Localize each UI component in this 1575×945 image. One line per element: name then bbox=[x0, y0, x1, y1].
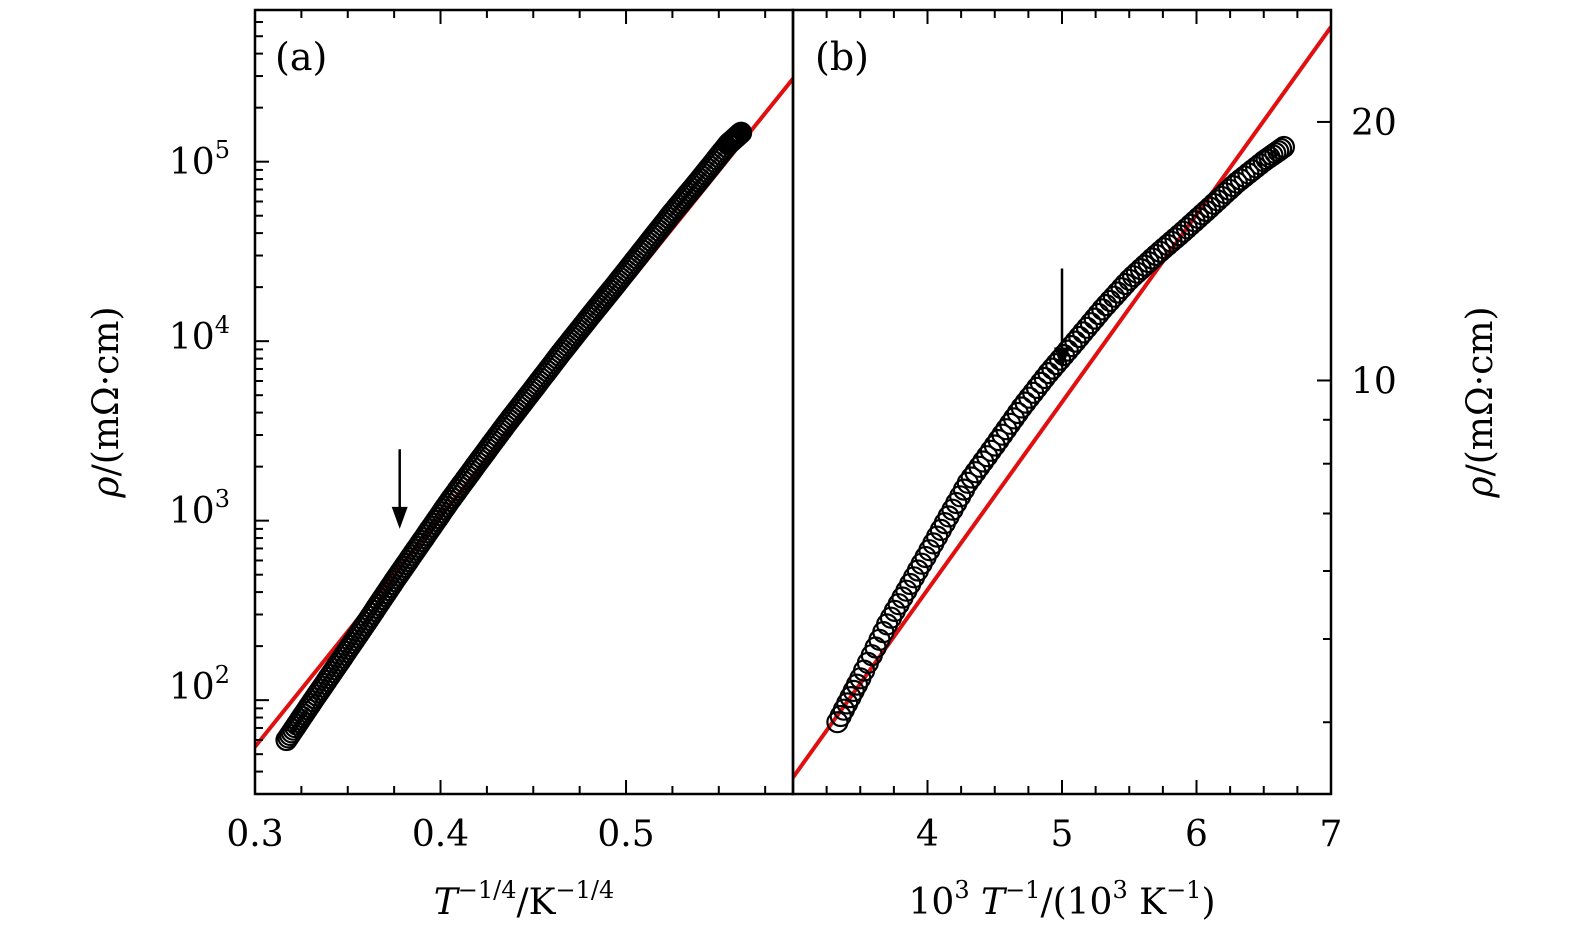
panel-b-x-axis-title: 103 T−1/(103 K−1) bbox=[909, 876, 1216, 923]
panel-b-fit-line-layer bbox=[793, 25, 1331, 779]
fit-line bbox=[793, 25, 1331, 779]
y-tick-label-a-100000: 105 bbox=[169, 136, 230, 183]
data-point bbox=[1114, 272, 1137, 296]
panel-a-y-axis-title: ρ/(mΩ·cm) bbox=[86, 306, 127, 498]
panel-b-frame bbox=[791, 8, 1333, 796]
y-tick-label-a-100: 102 bbox=[169, 661, 230, 708]
y-tick-label: 20 bbox=[1351, 103, 1397, 144]
data-point bbox=[1002, 407, 1026, 430]
panel-a-marker-layer bbox=[275, 121, 753, 752]
panel-a-y-tick-labels: 102 103 104 105 bbox=[169, 136, 230, 708]
data-point bbox=[1106, 281, 1129, 304]
panel-a-x-tick-labels: 0.3 0.4 0.5 bbox=[226, 814, 654, 855]
data-point bbox=[1091, 298, 1114, 321]
data-point bbox=[1095, 294, 1118, 317]
data-point bbox=[991, 423, 1014, 446]
y-tick-label-a-10000: 104 bbox=[169, 311, 230, 358]
arrow-head bbox=[1054, 347, 1070, 370]
panel-b-x-tick-labels: 4 5 6 7 bbox=[916, 814, 1342, 855]
panel-b: (b) 10 20 4 5 6 7 ρ/(mΩ·cm) 103 T−1/(103 K−1… bbox=[791, 8, 1501, 923]
data-point bbox=[1110, 277, 1133, 300]
arrow-head bbox=[391, 506, 408, 529]
data-point bbox=[1102, 285, 1126, 308]
x-tick-label: 5 bbox=[1051, 814, 1074, 855]
panel-b-marker-layer bbox=[826, 135, 1296, 734]
x-tick-label: 0.5 bbox=[597, 814, 654, 855]
panel-b-label: (b) bbox=[815, 35, 869, 79]
panel-b-y-tick-labels: 10 20 bbox=[1351, 103, 1397, 403]
panel-b-ticks bbox=[825, 10, 1331, 794]
y-tick-label: 10 bbox=[1351, 361, 1397, 402]
x-tick-label: 7 bbox=[1320, 814, 1343, 855]
panel-a-arrow bbox=[391, 449, 408, 529]
data-point bbox=[1269, 137, 1293, 161]
x-tick-label: 0.4 bbox=[412, 814, 469, 855]
x-tick-label: 6 bbox=[1185, 814, 1208, 855]
data-point bbox=[1272, 135, 1296, 159]
y-tick-label-a-1000: 103 bbox=[169, 485, 230, 532]
data-point bbox=[1267, 140, 1290, 163]
data-point bbox=[729, 121, 753, 144]
panel-a: (a) 102 103 104 105 0.3 0.4 0.5 ρ/(mΩ·cm) … bbox=[86, 8, 795, 923]
panel-b-arrow bbox=[1054, 268, 1070, 370]
panel-a-x-axis-title: T−1/4/K−1/4 bbox=[434, 876, 615, 923]
panel-a-label: (a) bbox=[275, 35, 327, 79]
x-tick-label: 0.3 bbox=[226, 814, 283, 855]
data-point bbox=[1098, 289, 1122, 312]
x-tick-label: 4 bbox=[916, 814, 939, 855]
data-point bbox=[987, 429, 1010, 452]
panel-b-y-axis-title: ρ/(mΩ·cm) bbox=[1460, 306, 1501, 498]
